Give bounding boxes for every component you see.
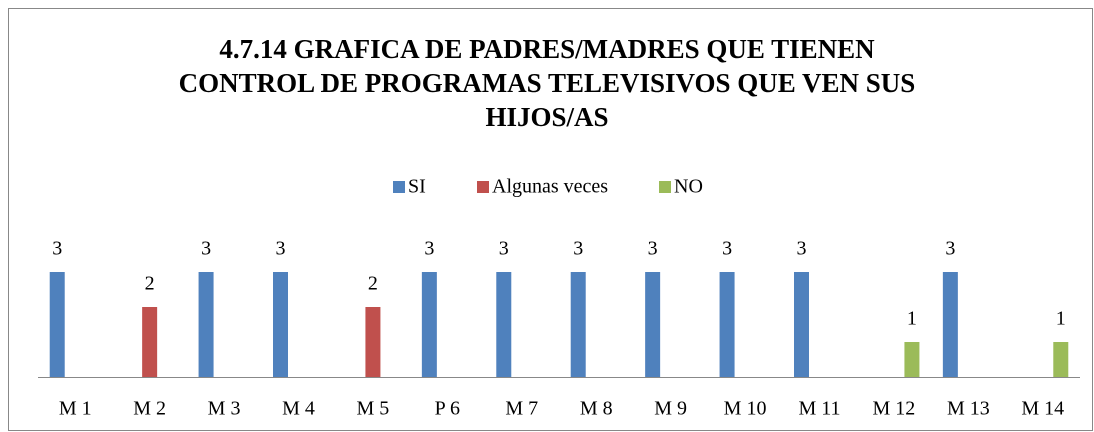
data-label: 3 (945, 238, 955, 260)
data-label: 1 (907, 308, 917, 330)
legend-swatch (477, 181, 489, 193)
bar (904, 342, 920, 377)
x-tick-label: P 6 (435, 398, 460, 420)
bar (421, 272, 437, 377)
data-label: 2 (145, 273, 155, 295)
x-tick-label: M 1 (59, 398, 92, 420)
bar (198, 272, 214, 377)
data-label: 1 (1056, 308, 1066, 330)
data-label: 3 (722, 238, 732, 260)
data-label: 3 (797, 238, 807, 260)
bar (570, 272, 586, 377)
x-tick-label: M 13 (947, 398, 990, 420)
chart-title: 4.7.14 GRAFICA DE PADRES/MADRES QUE TIEN… (178, 34, 916, 132)
bar (645, 272, 661, 377)
bar (794, 272, 809, 377)
bar (365, 307, 381, 377)
x-tick-label: M 7 (505, 398, 538, 420)
x-tick-label: M 5 (357, 398, 390, 420)
bar (49, 272, 65, 377)
data-label: 3 (648, 238, 658, 260)
legend-label: Algunas veces (492, 176, 608, 198)
x-tick-label: M 12 (873, 398, 916, 420)
data-label: 3 (276, 238, 286, 260)
legend-label: NO (674, 176, 703, 198)
bar (496, 272, 512, 377)
x-tick-label: M 8 (580, 398, 613, 420)
bar (142, 307, 158, 377)
data-label: 3 (499, 238, 509, 260)
data-label: 3 (52, 238, 62, 260)
data-label: 2 (368, 273, 378, 295)
x-tick-label: M 14 (1021, 398, 1064, 420)
bar (273, 272, 288, 377)
data-label: 3 (573, 238, 583, 260)
x-tick-label: M 10 (724, 398, 767, 420)
x-tick-label: M 2 (133, 398, 166, 420)
x-tick-label: M 3 (208, 398, 241, 420)
bar (719, 272, 735, 377)
legend-label: SI (408, 176, 426, 198)
x-tick-label: M 11 (798, 398, 840, 420)
bar (1053, 342, 1069, 377)
legend-swatch (659, 181, 671, 193)
data-label: 3 (201, 238, 211, 260)
x-tick-label: M 9 (654, 398, 687, 420)
x-tick-label: M 4 (282, 398, 315, 420)
bar (942, 272, 958, 377)
legend-swatch (393, 181, 405, 193)
data-label: 3 (424, 238, 434, 260)
